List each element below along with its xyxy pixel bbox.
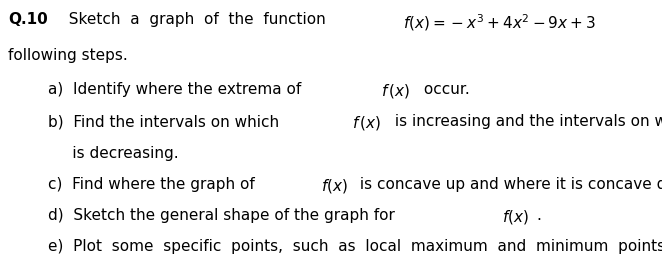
Text: d)  Sketch the general shape of the graph for: d) Sketch the general shape of the graph… bbox=[48, 208, 399, 223]
Text: Q.10: Q.10 bbox=[8, 12, 48, 27]
Text: occur.: occur. bbox=[418, 82, 469, 97]
Text: e)  Plot  some  specific  points,  such  as  local  maximum  and  minimum  point: e) Plot some specific points, such as lo… bbox=[48, 239, 662, 254]
Text: b)  Find the intervals on which: b) Find the intervals on which bbox=[48, 114, 283, 129]
Text: is decreasing.: is decreasing. bbox=[48, 146, 178, 161]
Text: is increasing and the intervals on which: is increasing and the intervals on which bbox=[390, 114, 662, 129]
Text: $f(x) = -x^3 + 4x^2 - 9x + 3$: $f(x) = -x^3 + 4x^2 - 9x + 3$ bbox=[403, 12, 596, 32]
Text: $f(x)$: $f(x)$ bbox=[502, 208, 528, 226]
Text: using  the: using the bbox=[652, 12, 662, 27]
Text: $f(x)$: $f(x)$ bbox=[320, 177, 348, 195]
Text: a)  Identify where the extrema of: a) Identify where the extrema of bbox=[48, 82, 306, 97]
Text: following steps.: following steps. bbox=[8, 48, 128, 63]
Text: c)  Find where the graph of: c) Find where the graph of bbox=[48, 177, 260, 192]
Text: is concave up and where it is concave down.: is concave up and where it is concave do… bbox=[355, 177, 662, 192]
Text: $f\,(x)$: $f\,(x)$ bbox=[381, 82, 410, 100]
Text: .: . bbox=[536, 208, 541, 223]
Text: $f\,(x)$: $f\,(x)$ bbox=[352, 114, 381, 132]
Text: Sketch  a  graph  of  the  function: Sketch a graph of the function bbox=[59, 12, 326, 27]
